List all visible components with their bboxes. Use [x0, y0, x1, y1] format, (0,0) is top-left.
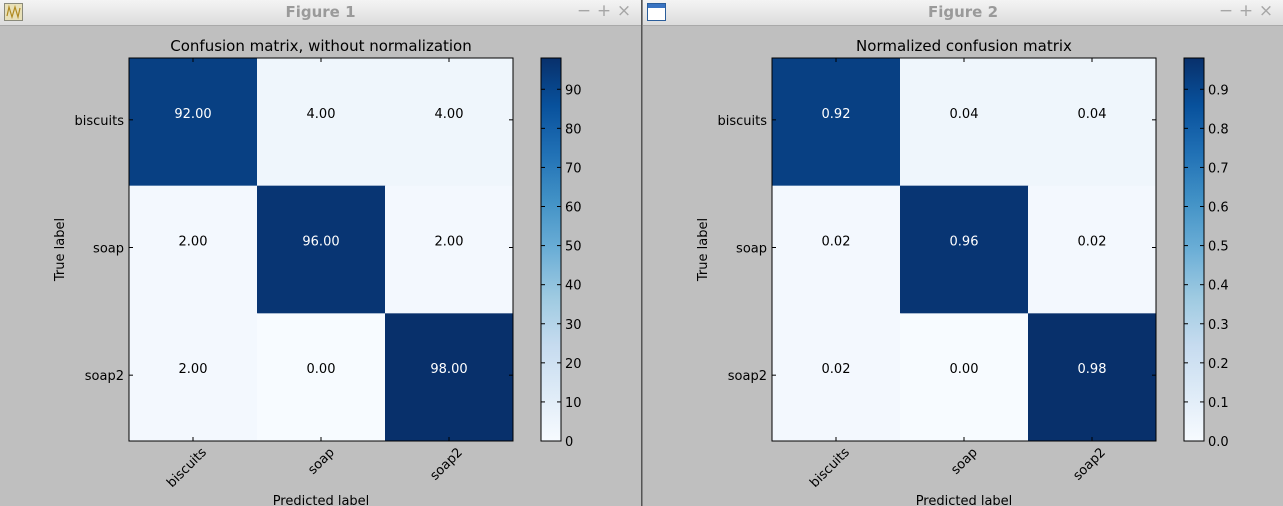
heatmap-cell: [900, 58, 1029, 187]
y-tick-label: soap: [736, 242, 767, 257]
x-axis-label: Predicted label: [273, 494, 370, 506]
colorbar-tick-label: 0.2: [1208, 357, 1229, 372]
cell-value-label: 2.00: [435, 235, 464, 250]
cell-value-label: 0.02: [1078, 235, 1107, 250]
cell-value-label: 0.00: [950, 362, 979, 377]
heatmap-cell: [385, 185, 514, 314]
cell-value-label: 0.96: [950, 235, 979, 250]
figure-1-titlebar[interactable]: Figure 1 − + ×: [0, 0, 641, 26]
colorbar: [540, 57, 562, 442]
heatmap-cell: [1028, 313, 1157, 442]
colorbar-tick-label: 0.9: [1208, 83, 1229, 98]
cell-value-label: 0.00: [307, 362, 336, 377]
heatmap-cell: [129, 313, 258, 442]
normalized-confusion-matrix-chart: Normalized confusion matrix 0.92 0.04 0.04 0…: [696, 37, 1229, 506]
heatmap-cell: [385, 58, 514, 187]
colorbar-tick-label: 0.3: [1208, 318, 1229, 333]
heatmap-cell: [772, 185, 901, 314]
colorbar-tick-label: 90: [565, 83, 582, 98]
heatmap-cell: [1028, 185, 1157, 314]
cell-value-label: 0.04: [1078, 107, 1107, 122]
heatmap-cell: [257, 58, 386, 187]
x-tick-label: soap: [948, 445, 980, 477]
colorbar-tick-label: 10: [565, 396, 582, 411]
colorbar: [1183, 57, 1205, 442]
cell-value-label: 0.04: [950, 107, 979, 122]
chart-title: Confusion matrix, without normalization: [170, 37, 472, 55]
colorbar-tick-label: 60: [565, 201, 582, 216]
colorbar-tick-label: 0.6: [1208, 201, 1229, 216]
colorbar-tick-label: 40: [565, 279, 582, 294]
colorbar-tick-label: 50: [565, 240, 582, 255]
heatmap-cell: [900, 313, 1029, 442]
y-axis-label: True label: [53, 218, 68, 282]
heatmap-cell: [129, 58, 258, 187]
window-icon: [647, 3, 666, 21]
close-button[interactable]: ×: [616, 1, 634, 21]
heatmap-cell: [900, 185, 1029, 314]
cell-value-label: 0.02: [822, 235, 851, 250]
figure-1-window: Figure 1 − + × Confusion matrix, without n…: [0, 0, 642, 506]
heatmap-cell: [772, 313, 901, 442]
x-tick-label: soap2: [427, 445, 465, 483]
y-tick-label: soap: [93, 242, 124, 257]
cell-value-label: 92.00: [174, 107, 211, 122]
colorbar-tick-label: 0: [565, 435, 573, 450]
heatmap-cell: [129, 185, 258, 314]
chart-title: Normalized confusion matrix: [856, 37, 1072, 55]
confusion-matrix-chart: Confusion matrix, without normalization 9…: [53, 37, 582, 506]
heatmap-cell: [257, 185, 386, 314]
colorbar-tick-label: 20: [565, 357, 582, 372]
y-axis-label: True label: [696, 218, 711, 282]
minimize-button[interactable]: −: [576, 1, 594, 21]
x-tick-label: soap: [305, 445, 337, 477]
y-tick-label: soap2: [85, 369, 124, 384]
matplotlib-wave-icon: [4, 3, 23, 21]
close-button[interactable]: ×: [1258, 1, 1276, 21]
maximize-button[interactable]: +: [596, 1, 614, 21]
heatmap-cell: [1028, 58, 1157, 187]
heatmap-cell: [385, 313, 514, 442]
colorbar-tick-label: 30: [565, 318, 582, 333]
colorbar-tick-label: 0.4: [1208, 279, 1229, 294]
colorbar-tick-label: 0.0: [1208, 435, 1229, 450]
colorbar-tick-label: 0.5: [1208, 240, 1229, 255]
cell-value-label: 0.98: [1078, 362, 1107, 377]
y-tick-label: soap2: [728, 369, 767, 384]
y-tick-label: biscuits: [74, 114, 124, 129]
cell-value-label: 0.92: [822, 107, 851, 122]
colorbar-tick-label: 0.1: [1208, 396, 1229, 411]
colorbar-tick-label: 0.7: [1208, 161, 1229, 176]
cell-value-label: 4.00: [435, 107, 464, 122]
x-axis-label: Predicted label: [916, 494, 1013, 506]
heatmap-cell: [772, 58, 901, 187]
window-title: Figure 2: [927, 3, 999, 21]
heatmap-cell: [257, 313, 386, 442]
figure-2-titlebar[interactable]: Figure 2 − + ×: [643, 0, 1283, 26]
colorbar-tick-label: 70: [565, 161, 582, 176]
cell-value-label: 2.00: [179, 235, 208, 250]
x-tick-label: biscuits: [807, 445, 853, 491]
x-tick-label: biscuits: [164, 445, 210, 491]
cell-value-label: 2.00: [179, 362, 208, 377]
y-tick-label: biscuits: [717, 114, 767, 129]
colorbar-tick-label: 80: [565, 122, 582, 137]
x-tick-label: soap2: [1070, 445, 1108, 483]
minimize-button[interactable]: −: [1218, 1, 1236, 21]
figure-2-window: Figure 2 − + × Normalized confusion matrix…: [642, 0, 1283, 506]
window-title: Figure 1: [285, 3, 356, 21]
cell-value-label: 0.02: [822, 362, 851, 377]
cell-value-label: 98.00: [430, 362, 467, 377]
cell-value-label: 4.00: [307, 107, 336, 122]
colorbar-tick-label: 0.8: [1208, 122, 1229, 137]
cell-value-label: 96.00: [302, 235, 339, 250]
maximize-button[interactable]: +: [1238, 1, 1256, 21]
